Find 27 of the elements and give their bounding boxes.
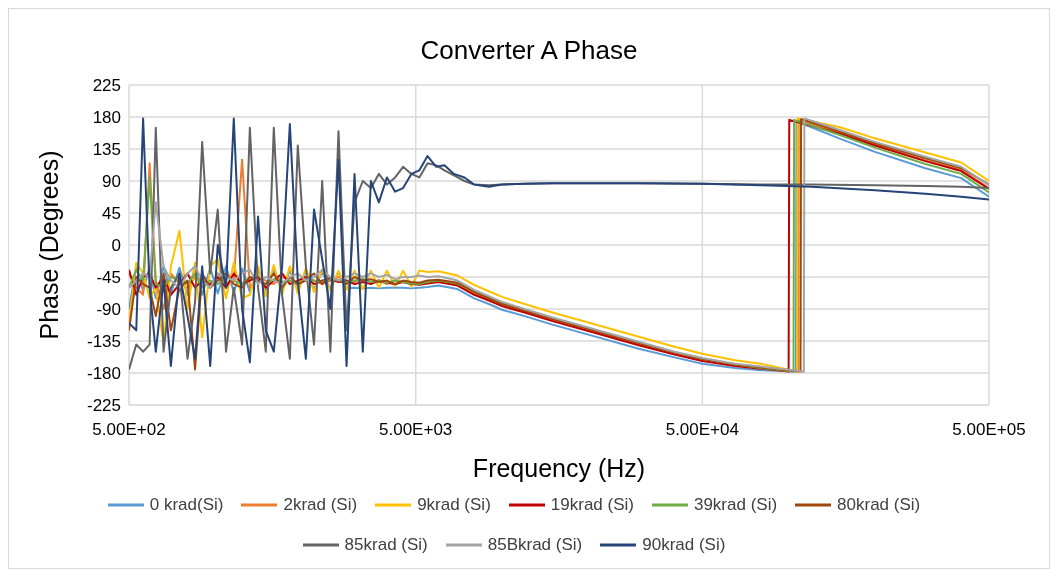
x-tick-label: 5.00E+04 [665, 420, 739, 440]
y-tick-label: -45 [96, 268, 121, 288]
legend-label: 39krad (Si) [693, 495, 778, 515]
y-axis-title: Phase (Degrees) [34, 150, 63, 340]
legend-label: 90krad (Si) [642, 535, 726, 555]
legend-label: 2krad (Si) [283, 495, 358, 515]
y-tick-label: -225 [86, 396, 121, 416]
x-tick-label: 5.00E+03 [379, 420, 453, 440]
y-tick-label: 90 [102, 172, 121, 192]
legend-label: 80krad (Si) [837, 495, 921, 515]
y-tick-label: -135 [86, 332, 121, 352]
legend-label: 19krad (Si) [550, 495, 634, 515]
legend-label: 85krad (Si) [344, 535, 428, 555]
x-tick-label: 5.00E+05 [952, 420, 1026, 440]
y-tick-label: -90 [96, 300, 121, 320]
y-tick-label: 0 [111, 236, 121, 256]
chart-title: Converter A Phase [419, 34, 639, 67]
legend-label: 0 krad(Si) [149, 495, 224, 515]
y-tick-label: 45 [102, 204, 121, 224]
legend-label: 9krad (Si) [417, 495, 491, 515]
y-tick-label: 180 [92, 108, 121, 128]
y-tick-label: 135 [92, 140, 121, 160]
x-tick-label: 5.00E+02 [92, 420, 166, 440]
y-tick-label: -180 [86, 364, 121, 384]
y-tick-label: 225 [92, 76, 121, 96]
x-axis-title: Frequency (Hz) [472, 454, 646, 482]
legend-label: 85Bkrad (Si) [487, 535, 583, 555]
